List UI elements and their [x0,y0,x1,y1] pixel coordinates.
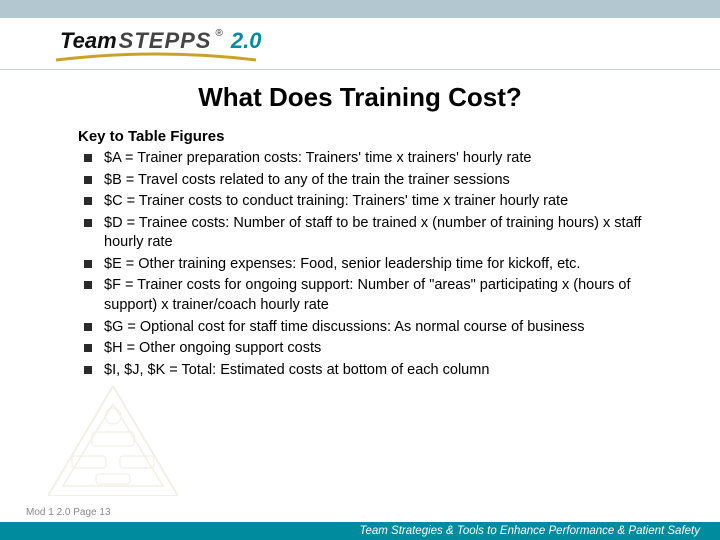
list-item: $I, $J, $K = Total: Estimated costs at b… [78,361,658,381]
list-item: $D = Trainee costs: Number of staff to b… [78,214,658,253]
list-item: $E = Other training expenses: Food, seni… [78,255,658,275]
list-item: $H = Other ongoing support costs [78,339,658,359]
footer-page-ref: Mod 1 2.0 Page 13 [26,507,111,518]
header: Team STEPPS ® 2.0 [0,18,720,70]
list-item: $B = Travel costs related to any of the … [78,171,658,191]
list-item: $C = Trainer costs to conduct training: … [78,192,658,212]
top-stripe [0,0,720,18]
logo-stepps-text: STEPPS [119,28,212,54]
list-item: $F = Trainer costs for ongoing support: … [78,276,658,315]
swoosh-icon [56,52,256,62]
logo: Team STEPPS ® 2.0 [60,28,261,54]
footer-tagline: Team Strategies & Tools to Enhance Perfo… [359,525,700,537]
key-heading: Key to Table Figures [78,128,658,145]
page-title: What Does Training Cost? [0,82,720,113]
watermark-triangle-icon [48,386,178,496]
list-item: $A = Trainer preparation costs: Trainers… [78,149,658,169]
registered-icon: ® [215,28,222,39]
list-item: $G = Optional cost for staff time discus… [78,318,658,338]
footer-bar: Team Strategies & Tools to Enhance Perfo… [0,522,720,540]
logo-version-text: 2.0 [231,28,262,54]
bullet-list: $A = Trainer preparation costs: Trainers… [78,149,658,380]
logo-team-text: Team [60,28,117,54]
content-block: Key to Table Figures $A = Trainer prepar… [78,128,658,382]
